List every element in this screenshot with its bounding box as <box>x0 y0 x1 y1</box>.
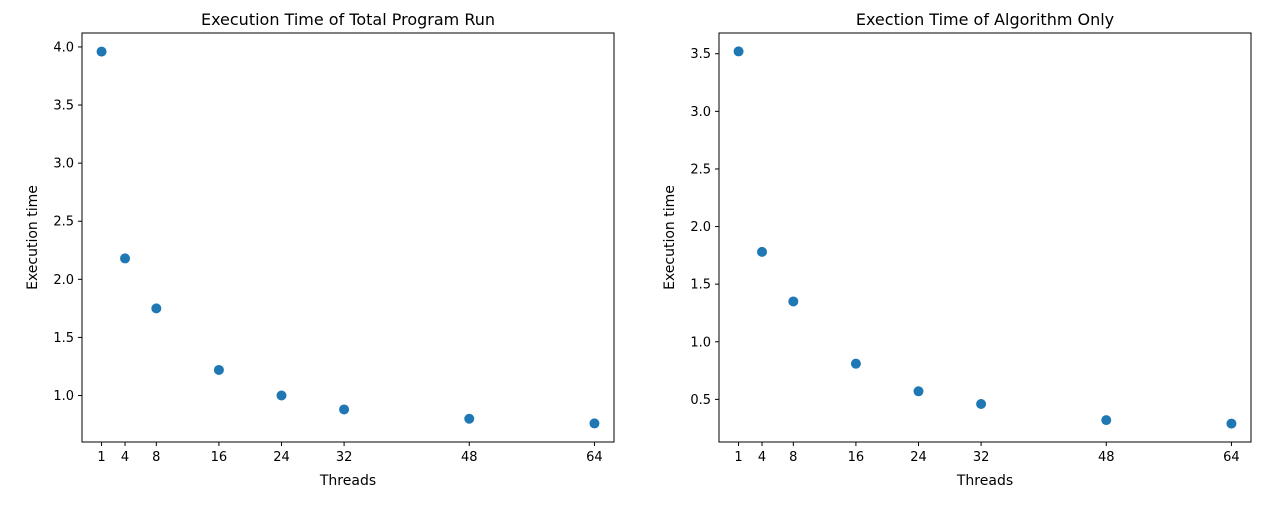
x-tick-label: 24 <box>910 450 927 465</box>
y-tick-label: 3.5 <box>53 99 74 114</box>
y-axis-label: Execution time <box>662 185 678 290</box>
x-tick-label: 4 <box>121 450 129 465</box>
y-axis-label: Execution time <box>25 185 41 290</box>
axes-frame <box>81 32 615 443</box>
y-tick-label: 1.5 <box>690 278 711 293</box>
y-tick-label: 0.5 <box>690 393 711 408</box>
data-point <box>276 390 287 401</box>
data-point <box>151 303 162 314</box>
x-tick-label: 32 <box>973 450 990 465</box>
data-point <box>339 404 350 415</box>
y-tick-label: 3.0 <box>690 105 711 120</box>
y-tick-label: 2.0 <box>53 273 74 288</box>
y-tick-label: 4.0 <box>53 40 74 55</box>
y-tick-label: 3.5 <box>690 47 711 62</box>
data-point <box>788 296 799 307</box>
axes-frame <box>718 32 1252 443</box>
x-tick-label: 16 <box>211 450 228 465</box>
data-point <box>976 398 987 409</box>
data-point <box>913 386 924 397</box>
data-point <box>96 46 107 57</box>
x-axis-label: Threads <box>956 473 1013 489</box>
x-tick-label: 1 <box>97 450 105 465</box>
x-tick-label: 8 <box>789 450 797 465</box>
y-tick-label: 1.0 <box>690 335 711 350</box>
x-tick-label: 64 <box>586 450 603 465</box>
chart-title: Exection Time of Algorithm Only <box>856 10 1114 29</box>
y-tick-label: 2.0 <box>690 220 711 235</box>
x-tick-label: 4 <box>758 450 766 465</box>
data-point <box>757 246 768 257</box>
y-tick-label: 1.5 <box>53 331 74 346</box>
x-axis-label: Threads <box>319 473 376 489</box>
data-point <box>1101 415 1112 426</box>
x-tick-label: 16 <box>848 450 865 465</box>
y-tick-label: 1.0 <box>53 389 74 404</box>
data-point <box>589 418 600 429</box>
data-point <box>850 358 861 369</box>
x-tick-label: 8 <box>152 450 160 465</box>
y-tick-label: 3.0 <box>53 157 74 172</box>
data-point <box>733 46 744 57</box>
x-tick-label: 64 <box>1223 450 1240 465</box>
y-tick-label: 2.5 <box>690 162 711 177</box>
data-point <box>464 413 475 424</box>
x-tick-label: 32 <box>336 450 353 465</box>
y-tick-label: 2.5 <box>53 215 74 230</box>
data-point <box>213 364 224 375</box>
data-point <box>1226 418 1237 429</box>
x-tick-label: 24 <box>273 450 290 465</box>
x-tick-label: 48 <box>1098 450 1115 465</box>
data-point <box>120 253 131 264</box>
x-tick-label: 1 <box>734 450 742 465</box>
chart-title: Execution Time of Total Program Run <box>201 10 495 29</box>
x-tick-label: 48 <box>461 450 478 465</box>
